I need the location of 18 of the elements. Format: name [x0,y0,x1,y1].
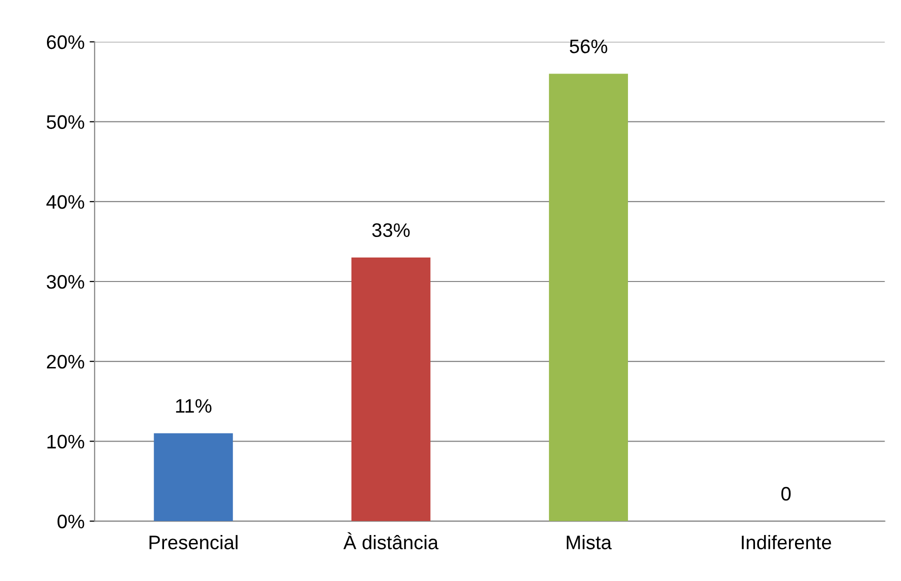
x-tick-label: Presencial [150,535,238,550]
bar [548,74,628,522]
x-tick-label: Mista [566,535,612,550]
data-label: 33% [372,223,410,238]
data-label: 56% [570,40,608,54]
y-tick-label: 30% [46,274,84,289]
y-tick-label: 60% [46,35,84,50]
bar [351,258,430,522]
x-tick-label: À distância [343,532,438,550]
data-label: 0 [781,486,791,501]
x-tick-label: Indiferente [742,535,832,550]
y-tick-label: 0% [58,514,84,528]
data-label: 11% [176,399,212,413]
y-tick-label: 50% [46,115,84,129]
bar [154,433,233,522]
y-tick-label: 40% [46,195,84,209]
y-tick-label: 20% [46,354,84,369]
y-tick-label: 10% [47,434,84,449]
